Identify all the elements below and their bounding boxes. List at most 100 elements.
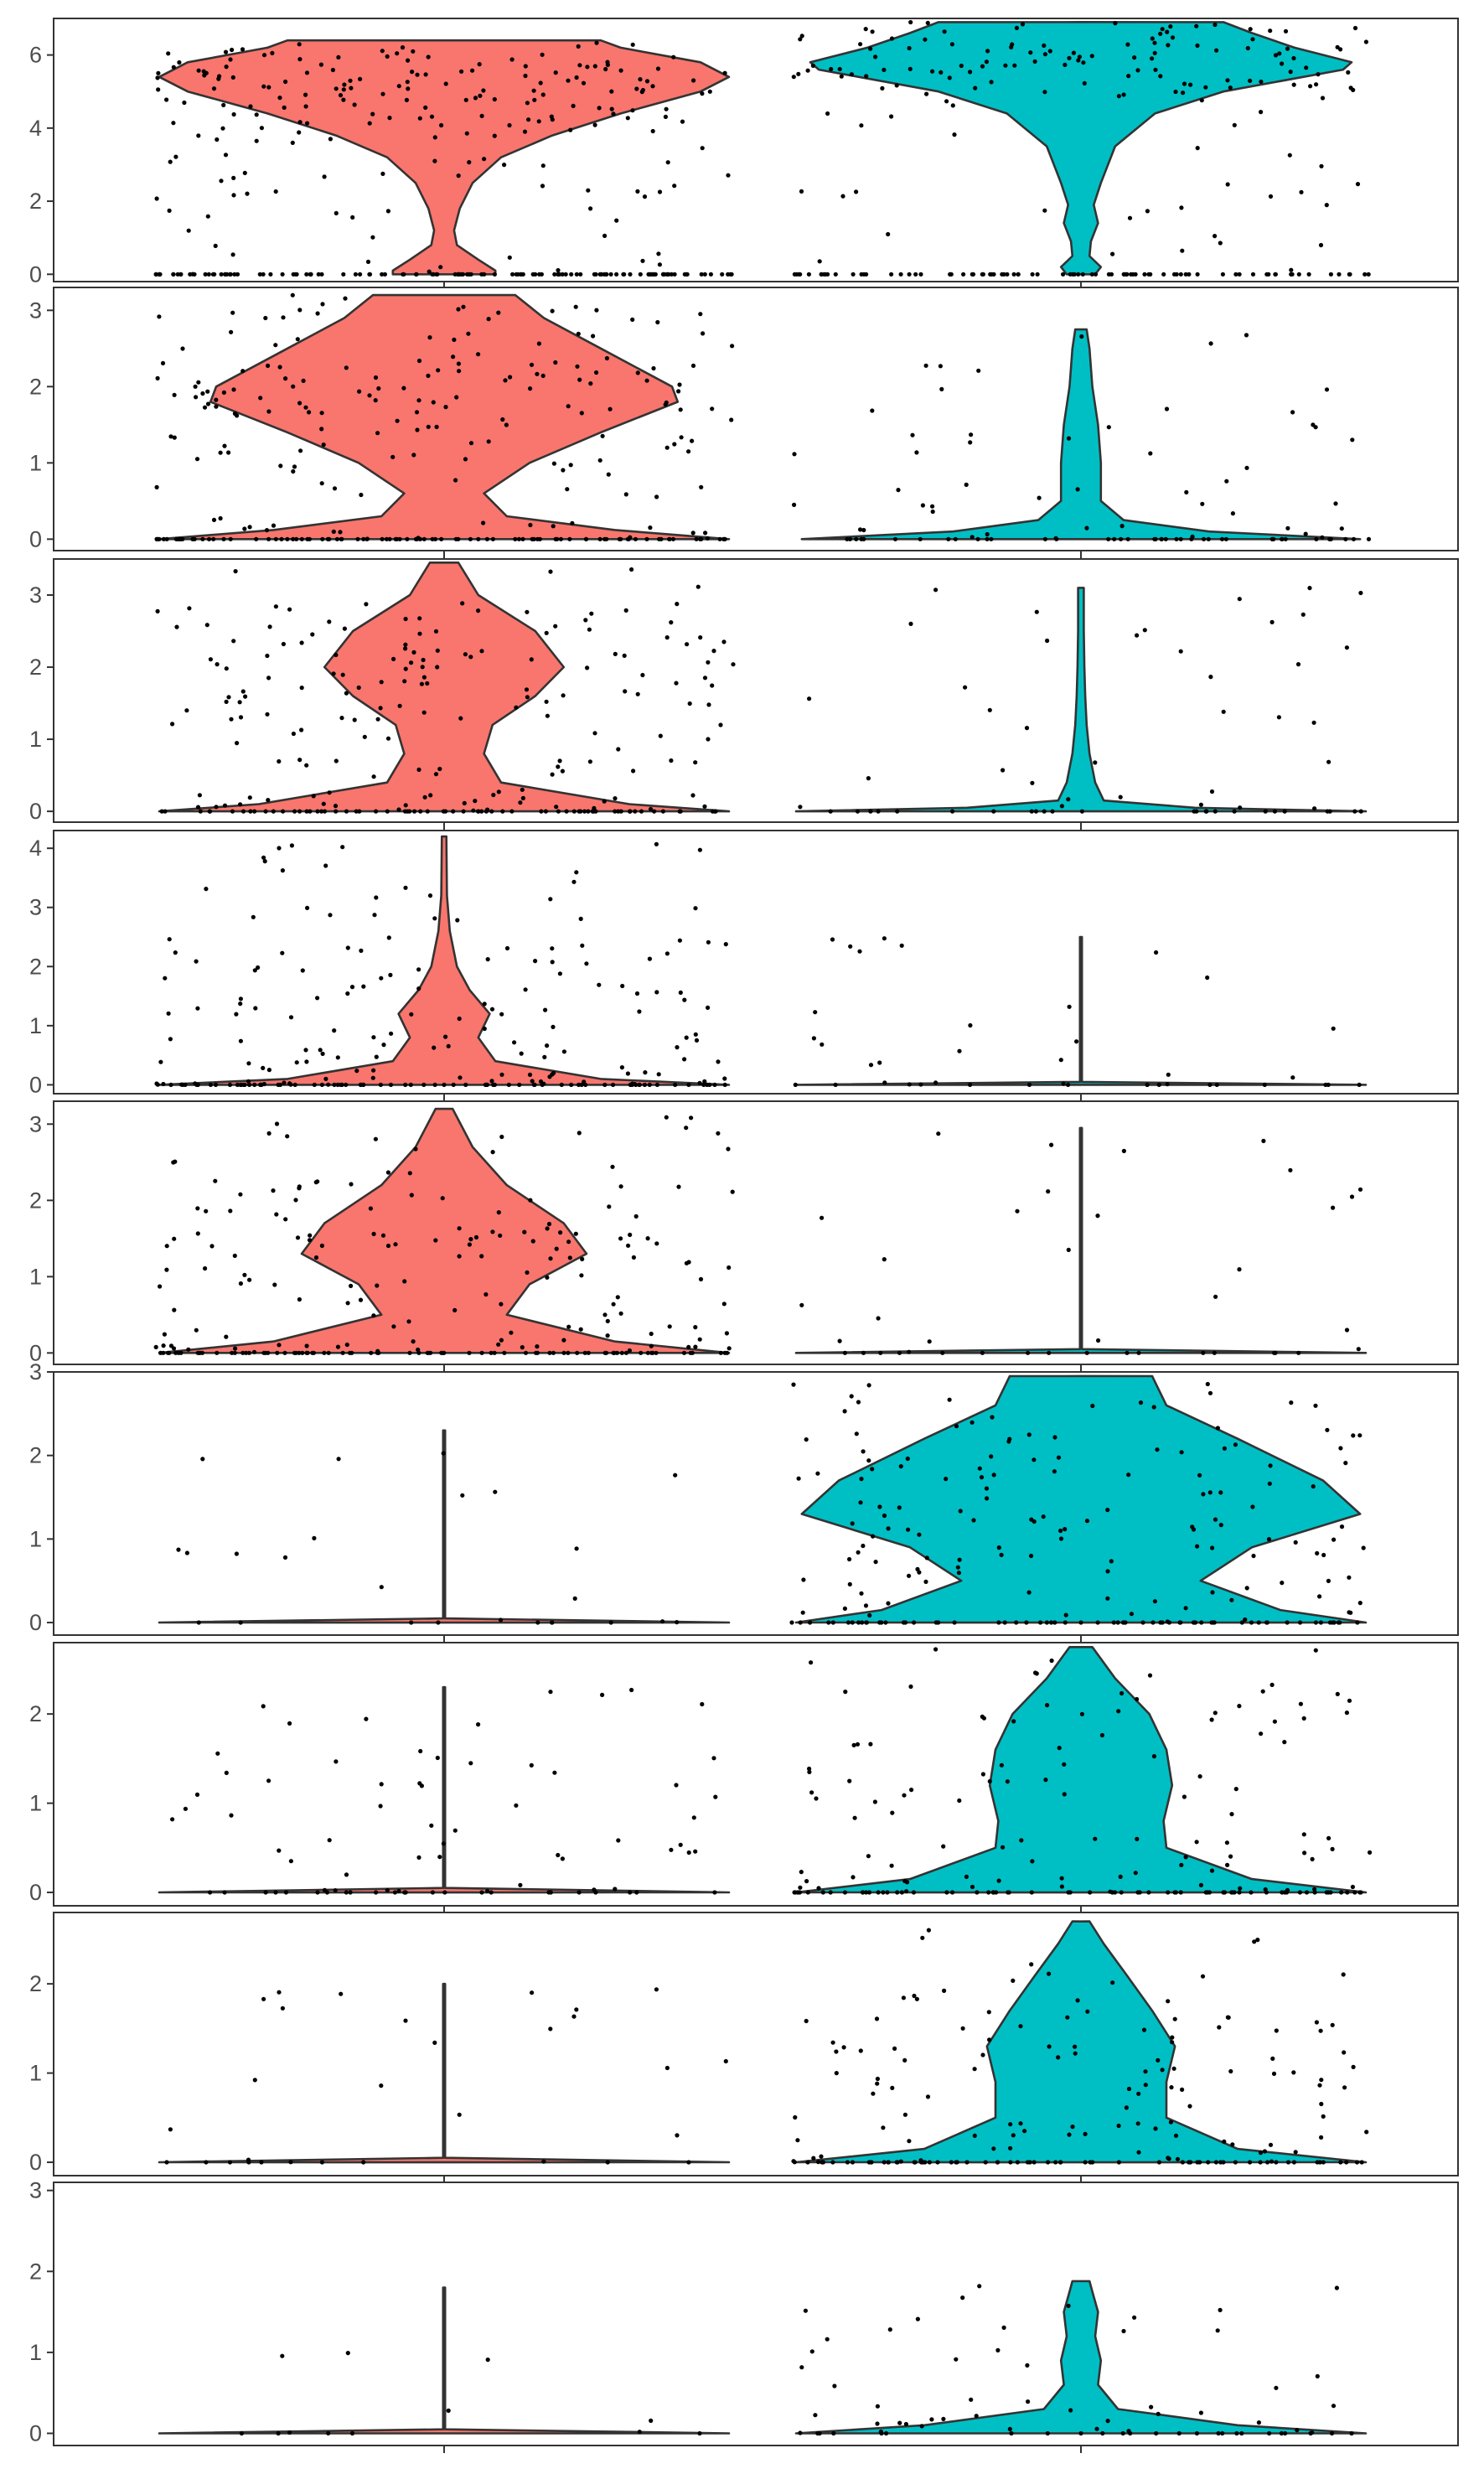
data-point xyxy=(718,722,723,727)
data-point xyxy=(573,1231,578,1236)
data-point xyxy=(323,863,328,868)
data-point xyxy=(432,1082,437,1087)
data-point xyxy=(473,799,478,804)
data-point xyxy=(671,54,676,60)
data-point xyxy=(858,1500,863,1505)
data-point xyxy=(365,536,370,541)
data-point xyxy=(611,1302,616,1307)
data-point xyxy=(1344,1328,1350,1333)
data-point xyxy=(195,1006,200,1011)
data-point xyxy=(435,648,440,653)
data-point xyxy=(1147,1673,1153,1678)
data-point xyxy=(602,1350,608,1355)
data-point xyxy=(516,536,522,541)
data-point xyxy=(1276,715,1281,720)
data-point xyxy=(1005,272,1010,277)
data-point xyxy=(587,627,592,632)
data-point xyxy=(240,369,246,374)
data-point xyxy=(389,1031,394,1036)
data-point xyxy=(647,956,653,961)
data-point xyxy=(1265,2160,1270,2165)
data-point xyxy=(964,2160,970,2165)
data-point xyxy=(358,272,363,277)
data-point xyxy=(451,355,456,360)
data-point xyxy=(1207,1082,1213,1087)
data-point xyxy=(904,1889,909,1894)
data-point xyxy=(452,1307,458,1312)
data-point xyxy=(842,1890,848,1895)
data-point xyxy=(379,1782,384,1787)
data-point xyxy=(988,272,993,277)
data-point xyxy=(1208,675,1213,680)
data-point xyxy=(523,1350,529,1355)
data-point xyxy=(664,1115,669,1120)
data-point xyxy=(391,656,396,662)
data-point xyxy=(1166,43,1171,48)
data-point xyxy=(974,2414,979,2419)
data-point xyxy=(941,2416,946,2421)
data-point xyxy=(875,2404,880,2409)
data-point xyxy=(188,272,193,277)
data-point xyxy=(649,1331,654,1337)
data-point xyxy=(530,1239,535,1244)
data-point xyxy=(648,525,653,531)
data-point xyxy=(1136,2091,1141,2096)
data-point xyxy=(456,536,461,541)
data-point xyxy=(340,1350,345,1355)
data-point xyxy=(552,1770,557,1775)
data-point xyxy=(392,1890,397,1895)
data-point xyxy=(343,296,348,301)
data-point xyxy=(611,111,616,116)
data-point xyxy=(210,272,215,277)
data-point xyxy=(1329,2430,1335,2436)
data-point xyxy=(1059,1884,1064,1889)
data-point xyxy=(1347,272,1352,277)
data-point xyxy=(385,1243,391,1249)
data-point xyxy=(875,2081,880,2086)
data-point xyxy=(341,97,346,102)
data-point xyxy=(890,1810,895,1815)
data-point xyxy=(1173,89,1178,95)
data-point xyxy=(566,78,571,83)
data-point xyxy=(630,1081,635,1086)
data-point xyxy=(1268,28,1273,34)
data-point xyxy=(1061,1081,1066,1086)
data-point xyxy=(1318,242,1324,248)
data-point xyxy=(288,1015,294,1020)
y-tick-label: 2 xyxy=(29,2259,42,2284)
data-point xyxy=(847,536,853,541)
data-point xyxy=(1291,2160,1296,2165)
data-point xyxy=(297,809,302,814)
data-point xyxy=(357,389,362,394)
data-point xyxy=(155,75,160,80)
data-point xyxy=(419,681,424,686)
data-point xyxy=(876,1890,881,1895)
data-point xyxy=(1135,68,1140,73)
data-point xyxy=(1037,495,1042,500)
data-point xyxy=(664,2065,670,2071)
data-point xyxy=(499,1012,504,1017)
data-point xyxy=(1143,2083,1148,2088)
data-point xyxy=(475,809,481,814)
data-point xyxy=(1029,809,1034,814)
data-point xyxy=(613,809,618,814)
data-point xyxy=(193,384,198,389)
data-point xyxy=(566,1240,571,1245)
data-point xyxy=(854,189,859,194)
data-point xyxy=(240,1350,246,1355)
data-point xyxy=(1033,809,1038,814)
data-point xyxy=(1311,422,1316,427)
data-point xyxy=(1062,1762,1067,1767)
data-point xyxy=(489,1079,494,1084)
data-point xyxy=(1032,59,1037,64)
data-point xyxy=(1217,2025,1222,2030)
data-point xyxy=(912,1620,917,1625)
data-point xyxy=(1258,2160,1263,2165)
data-point xyxy=(586,809,591,814)
data-point xyxy=(378,706,383,711)
data-point xyxy=(548,1256,553,1261)
data-point xyxy=(1272,1719,1277,1724)
data-point xyxy=(1283,28,1289,34)
data-point xyxy=(574,1546,579,1551)
data-point xyxy=(639,90,644,95)
